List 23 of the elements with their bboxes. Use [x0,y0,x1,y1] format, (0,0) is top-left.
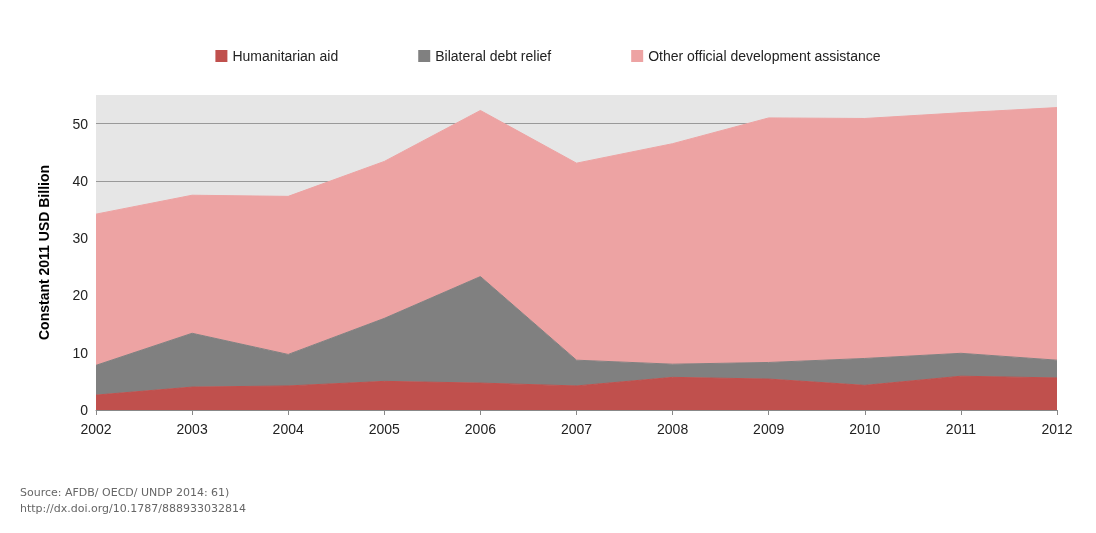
source-note: Source: AFDB/ OECD/ UNDP 2014: 61) [20,485,231,501]
legend-label: Other official development assistance [648,48,881,64]
y-tick-label: 0 [80,402,89,418]
x-tick-label: 2007 [560,421,593,437]
x-tick-label: 2005 [368,421,401,437]
x-tick-label: 2008 [657,421,689,437]
legend-label: Humanitarian aid [232,48,339,64]
x-tick-label: 2004 [272,421,304,437]
y-tick-label: 40 [72,172,89,189]
x-tick-label: 2012 [1041,421,1073,437]
y-tick-label: 30 [72,230,89,247]
text: http://dx.doi.org/10.1787/888933032814 [20,501,246,517]
x-tick-label: 2003 [176,421,208,437]
x-tick-label: 2011 [945,421,977,437]
y-axis-title: Constant 2011 USD Billion [36,164,52,341]
y-tick-label: 10 [72,344,89,361]
x-tick-label: 2009 [753,421,785,437]
x-tick-label: 2010 [849,421,881,437]
legend-label: Bilateral debt relief [435,48,552,64]
y-tick-label: 20 [72,287,89,304]
x-tick-label: 2006 [464,421,497,437]
y-tick-label: 50 [72,115,89,132]
x-tick-label: 2002 [80,421,112,437]
